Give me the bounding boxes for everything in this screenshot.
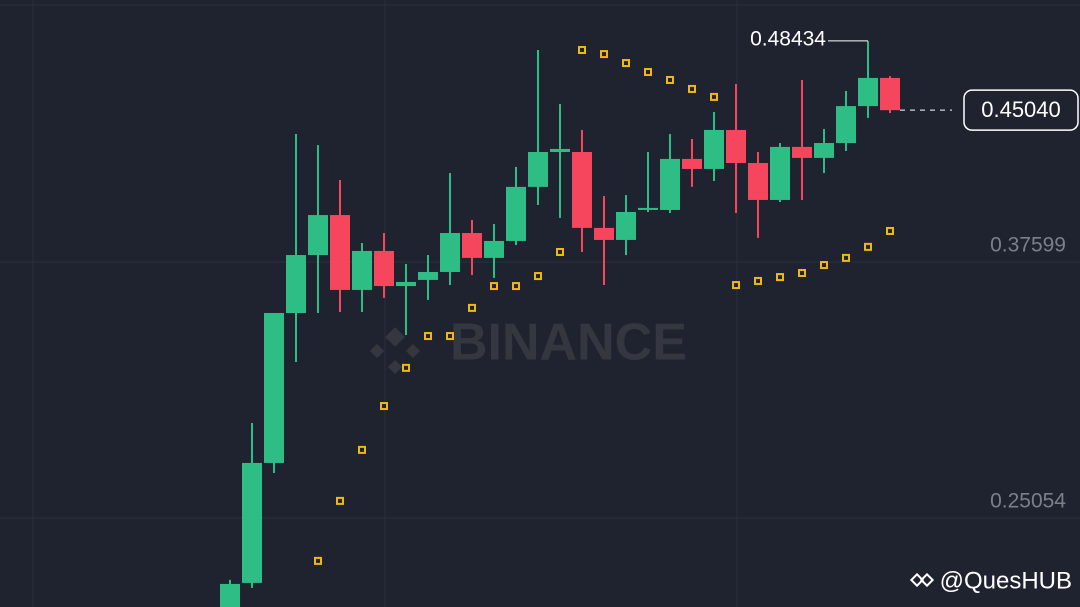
sar-dot bbox=[424, 332, 432, 341]
candle-body bbox=[858, 77, 878, 107]
sar-dot bbox=[886, 226, 894, 235]
candle-body bbox=[550, 148, 570, 153]
sar-dot bbox=[358, 445, 366, 454]
candle-body bbox=[528, 152, 548, 187]
candle-body bbox=[704, 129, 724, 169]
sar-dot bbox=[688, 84, 696, 93]
candle-body bbox=[264, 312, 284, 463]
high-label: 0.48434 bbox=[750, 27, 826, 50]
sar-dot bbox=[754, 276, 762, 285]
credit-icon bbox=[909, 572, 935, 588]
candles bbox=[220, 40, 900, 607]
watermark: BINANCE bbox=[450, 314, 687, 372]
candle-body bbox=[594, 227, 614, 240]
sar-dot bbox=[490, 282, 498, 291]
candle-body bbox=[682, 158, 702, 169]
sar-dot bbox=[402, 363, 410, 372]
candle-body bbox=[770, 146, 790, 200]
candle-body bbox=[352, 250, 372, 290]
candle-body bbox=[484, 240, 504, 258]
last-price-label: 0.45040 bbox=[981, 97, 1061, 122]
candle-body bbox=[836, 106, 856, 144]
sar-dot bbox=[710, 92, 718, 101]
sar-dot bbox=[578, 45, 586, 54]
sar-dot bbox=[556, 247, 564, 256]
candle-body bbox=[220, 583, 240, 607]
candle-body bbox=[418, 271, 438, 280]
sar-dot bbox=[644, 68, 652, 77]
sar-dot bbox=[776, 273, 784, 282]
candle-body bbox=[506, 186, 526, 241]
sar-dot bbox=[446, 332, 454, 341]
y-tick-label: 0.37599 bbox=[990, 234, 1066, 257]
candle-body bbox=[814, 143, 834, 158]
candle-body bbox=[726, 129, 746, 164]
sar-dot bbox=[380, 402, 388, 411]
watermark-logo bbox=[369, 327, 421, 375]
last-price-box bbox=[963, 89, 1079, 131]
candle-body bbox=[748, 163, 768, 200]
candle-body bbox=[660, 158, 680, 210]
sar-dot bbox=[534, 272, 542, 281]
candle-body bbox=[374, 250, 394, 287]
candle-body bbox=[616, 211, 636, 240]
sar-dot bbox=[732, 281, 740, 290]
sar-dot bbox=[820, 261, 828, 270]
sar-dot bbox=[666, 75, 674, 84]
sar-dot bbox=[864, 242, 872, 251]
credit: @QuesHUB bbox=[940, 567, 1072, 594]
candle-body bbox=[880, 77, 900, 111]
candle-body bbox=[792, 146, 812, 158]
candle-body bbox=[572, 152, 592, 228]
sar-dot bbox=[468, 303, 476, 312]
y-tick-label: 0.25054 bbox=[990, 490, 1066, 513]
candle-body bbox=[308, 215, 328, 256]
sar-dot bbox=[512, 282, 520, 291]
candle-body bbox=[286, 255, 306, 313]
sar-dot bbox=[798, 268, 806, 277]
candle-body bbox=[462, 233, 482, 258]
candle-body bbox=[242, 462, 262, 583]
sar-dot bbox=[336, 496, 344, 505]
sar-dot bbox=[600, 50, 608, 59]
candle-body bbox=[440, 233, 460, 272]
sar-dot bbox=[622, 59, 630, 68]
sar-dot bbox=[314, 556, 322, 565]
candle-body bbox=[396, 281, 416, 287]
candle-body bbox=[638, 207, 658, 210]
candle-body bbox=[330, 215, 350, 290]
sar-dot bbox=[842, 253, 850, 262]
